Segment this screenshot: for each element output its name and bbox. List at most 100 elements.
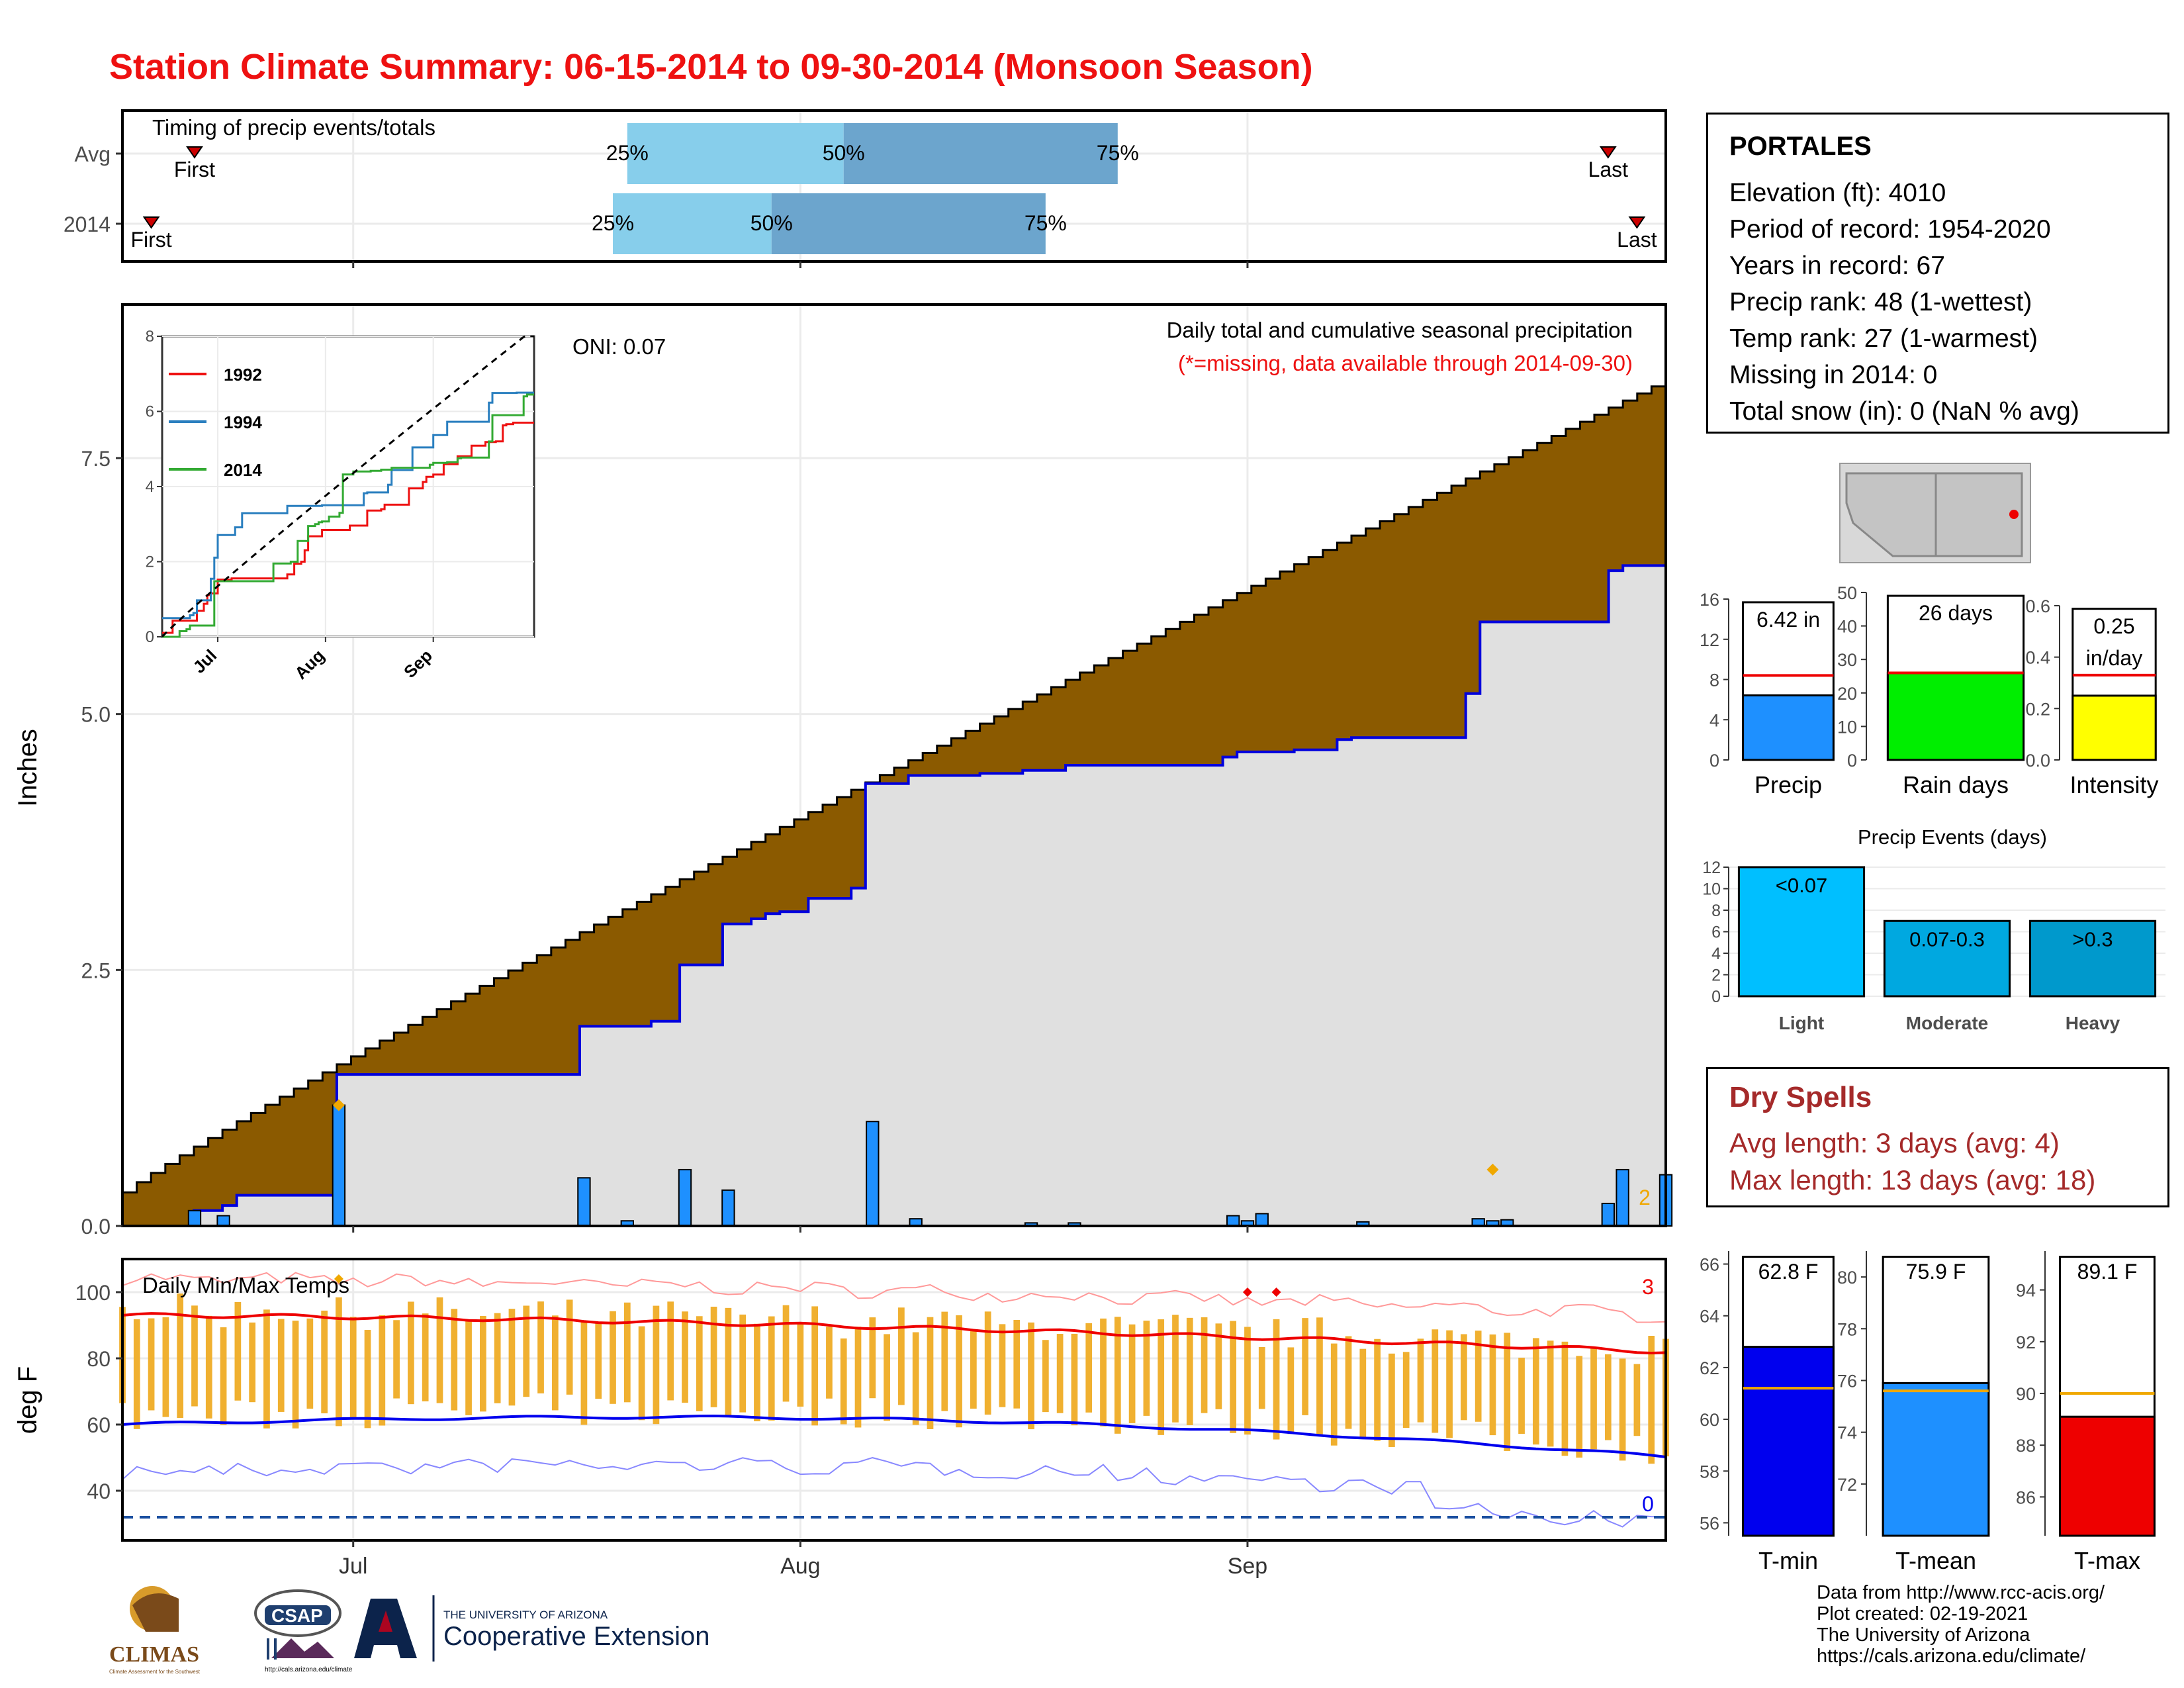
timing-title: Timing of precip events/totals [152,115,435,140]
credit-data-source: Data from http://www.rcc-acis.org/ [1817,1582,2105,1603]
events-category-label: Heavy [2066,1013,2120,1033]
rain-days-chart-value-label: 26 days [1919,601,1993,625]
csap-logo-url: http://cals.arizona.edu/climate [265,1666,353,1673]
daily-temp-bar [1504,1333,1511,1451]
daily-temp-bar [595,1323,602,1399]
daily-temp-bar [811,1306,818,1426]
timing-p25-label: 25% [592,211,634,235]
tmean-chart: 72 74 76 78 80 75.9 F T-mean [1837,1251,2005,1574]
record-low-count: 0 [1642,1492,1654,1516]
daily-temp-bar [999,1324,1006,1407]
daily-temp-bar [1100,1318,1107,1427]
daily-temp-bar [408,1301,414,1405]
inset-average-line [161,335,534,638]
precip-events-chart: 0 2 4 6 8 10 12 <0.07 Light 0.07-0.3 Moderate >0.3 H… [1702,825,2165,1033]
daily-temp-bar [1244,1327,1251,1435]
daily-temp-bar [1345,1336,1352,1429]
daily-temp-bar [1028,1322,1034,1430]
daily-temp-bar [1619,1358,1626,1461]
tmax-chart-value-label: 89.1 F [2077,1260,2138,1284]
daily-temp-bar [263,1309,270,1429]
events-category-label: Light [1779,1013,1824,1033]
station-elevation: Elevation (ft): 4010 [1729,179,1946,207]
tmin-chart-ytick-label: 60 [1700,1410,1719,1430]
daily-temp-bar [1302,1318,1308,1415]
temp-ytick-label: 80 [87,1347,111,1371]
daily-temp-bar [1316,1317,1323,1436]
daily-temp-bar [1128,1324,1136,1423]
temp-panel-border [121,1258,1667,1542]
temp-panel-title: Daily Min/Max Temps [142,1273,349,1297]
precip-ytick-label: 5.0 [81,703,111,727]
inset-ytick-label: 6 [146,403,154,421]
daily-temp-bar [580,1321,588,1425]
daily-temp-bar [1230,1321,1237,1433]
daily-precip-bar [1255,1213,1269,1227]
rain-days-chart-ytick-label: 40 [1837,617,1857,637]
temp-xtick-label: Jul [339,1554,367,1579]
daily-precip-bar [1226,1215,1240,1227]
station-precip-rank: Precip rank: 48 (1-wettest) [1729,288,2032,316]
daily-temp-bar [1461,1334,1467,1421]
daily-temp-bar [523,1305,530,1397]
tmean-chart-ytick-label: 80 [1837,1268,1857,1288]
daily-temp-bar [1114,1317,1121,1434]
timing-last-marker [1599,146,1617,159]
daily-temp-bar [1085,1323,1093,1413]
inset-legend-label: 1994 [224,412,262,432]
daily-temp-bar [710,1306,717,1407]
daily-temp-bar [610,1311,616,1404]
csap-logo-text: CSAP [271,1605,323,1626]
inset-ytick-label: 2 [146,553,154,571]
daily-temp-bar [1489,1334,1496,1436]
inset-series-line [162,393,534,638]
rain-days-chart-value-bar [1886,671,2025,761]
ua-logo-bottom-text: Cooperative Extension [443,1622,709,1651]
events-ytick-label: 12 [1702,859,1721,877]
daily-precip-bar [216,1215,230,1227]
timing-first-label: First [130,228,171,252]
rain-days-chart-ytick-label: 20 [1837,684,1857,704]
overlap-area [122,565,1666,1226]
intensity-chart-ytick-label: 0.6 [2025,596,2050,616]
daily-temp-bar [1547,1340,1554,1447]
daily-temp-bar [653,1305,660,1425]
climas-logo-subtext: Climate Assessment for the Southwest [109,1669,201,1675]
rain-days-chart-ytick-label: 30 [1837,650,1857,670]
events-category-label: Moderate [1906,1013,1988,1033]
daily-temp-bar [537,1301,544,1393]
credit-university: The University of Arizona [1817,1624,2030,1646]
page-title: Station Climate Summary: 06-15-2014 to 0… [109,47,1313,87]
station-years: Years in record: 67 [1729,252,1945,280]
daily-temp-bar [941,1311,948,1411]
tmean-chart-ytick-label: 74 [1837,1423,1857,1443]
daily-temp-bar [205,1315,212,1419]
precip-total-chart-ytick-label: 4 [1709,710,1719,730]
tmax-chart-ytick-label: 88 [2016,1436,2036,1456]
daily-temp-bar [826,1327,833,1399]
precip-ytick-label: 2.5 [81,959,111,982]
daily-temp-bar [927,1317,934,1429]
timing-p50-label: 50% [751,211,793,235]
record-high-line [122,1272,1666,1323]
daily-temp-bar [1374,1338,1381,1441]
daily-temp-bar [1287,1347,1295,1434]
daily-temp-bar [336,1297,342,1427]
daily-temp-bar [1590,1347,1597,1450]
daily-temp-bar [1143,1321,1150,1416]
tmax-chart-ytick-label: 92 [2016,1333,2036,1352]
daily-temp-bar [494,1313,501,1403]
locator-map [1839,463,2031,563]
daily-temp-bar [422,1313,429,1402]
station-location-dot [2009,510,2019,519]
temp-ytick-label: 40 [87,1479,111,1503]
daily-temp-bar [1532,1338,1539,1445]
daily-temp-bar [1071,1333,1078,1426]
events-bar [2028,919,2157,998]
events-ytick-label: 4 [1711,945,1721,963]
daily-temp-bar [162,1317,169,1417]
events-ytick-label: 10 [1702,880,1721,899]
tmin-chart-ytick-label: 56 [1700,1513,1719,1533]
timing-first-marker [186,146,203,159]
